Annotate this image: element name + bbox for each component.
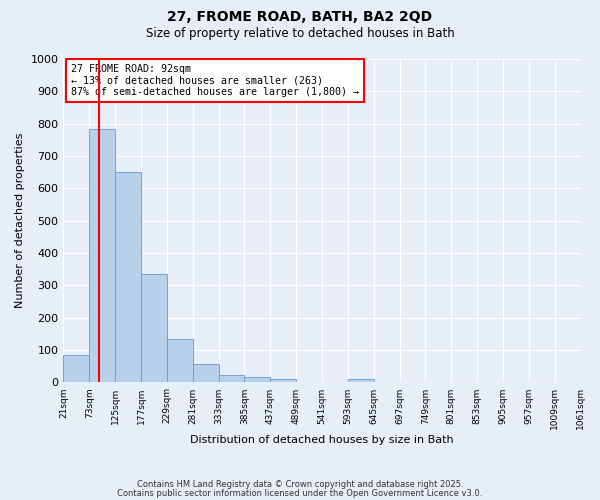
Bar [244,376,270,382]
Bar [64,355,89,382]
Bar [348,379,374,382]
Y-axis label: Number of detached properties: Number of detached properties [15,133,25,308]
Text: 27, FROME ROAD, BATH, BA2 2QD: 27, FROME ROAD, BATH, BA2 2QD [167,10,433,24]
Bar [218,376,244,382]
Bar [193,364,218,382]
Bar [167,339,193,382]
Text: Contains HM Land Registry data © Crown copyright and database right 2025.: Contains HM Land Registry data © Crown c… [137,480,463,489]
Text: 27 FROME ROAD: 92sqm
← 13% of detached houses are smaller (263)
87% of semi-deta: 27 FROME ROAD: 92sqm ← 13% of detached h… [71,64,359,97]
Bar [115,172,141,382]
Bar [270,379,296,382]
Bar [89,128,115,382]
X-axis label: Distribution of detached houses by size in Bath: Distribution of detached houses by size … [190,435,454,445]
Text: Size of property relative to detached houses in Bath: Size of property relative to detached ho… [146,28,454,40]
Bar [141,274,167,382]
Text: Contains public sector information licensed under the Open Government Licence v3: Contains public sector information licen… [118,488,482,498]
